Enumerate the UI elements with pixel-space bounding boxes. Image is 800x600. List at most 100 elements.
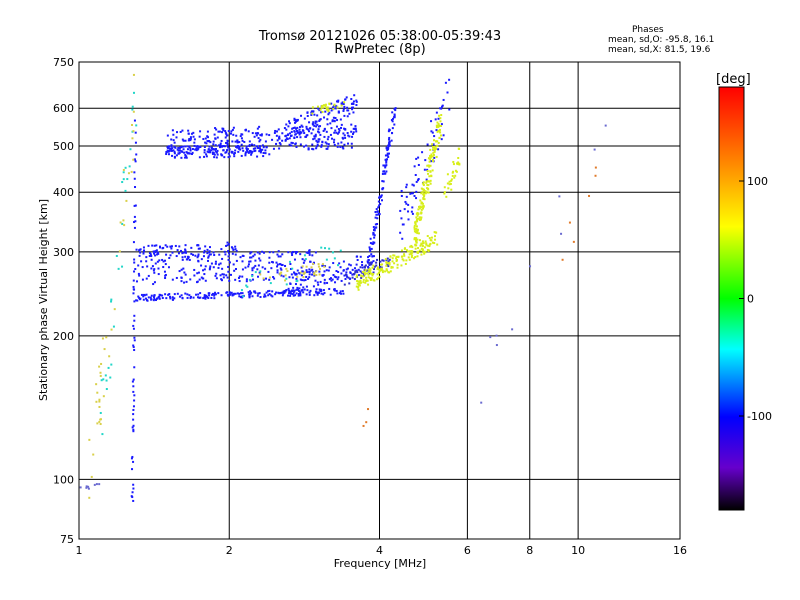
data-point — [428, 165, 431, 168]
data-point — [235, 134, 238, 137]
data-point — [210, 149, 213, 152]
data-point — [281, 132, 284, 135]
data-point — [132, 346, 135, 349]
data-point — [355, 275, 358, 278]
data-point — [429, 154, 432, 157]
data-point — [299, 143, 302, 146]
data-point — [296, 286, 299, 289]
data-point — [239, 148, 242, 151]
data-point — [239, 135, 242, 138]
data-point — [267, 270, 270, 273]
data-point — [204, 297, 207, 300]
data-point — [414, 238, 417, 241]
data-point — [416, 229, 419, 232]
data-point — [110, 328, 113, 331]
data-point — [359, 270, 362, 273]
data-point — [308, 253, 311, 256]
data-point — [316, 114, 319, 117]
data-point — [431, 131, 434, 134]
data-point — [212, 251, 215, 254]
data-point — [393, 123, 396, 126]
data-point — [364, 281, 367, 284]
data-point — [385, 268, 388, 271]
data-point — [150, 294, 153, 297]
data-point — [423, 198, 426, 201]
data-point — [326, 138, 329, 141]
data-point — [294, 283, 297, 286]
data-point — [351, 268, 354, 271]
data-point — [316, 123, 319, 126]
data-point — [185, 151, 188, 154]
data-point — [350, 142, 353, 145]
data-point — [340, 126, 343, 129]
data-point — [393, 262, 396, 265]
data-point — [147, 296, 150, 299]
data-point — [311, 106, 314, 109]
x-tick-label: 10 — [571, 544, 585, 557]
data-point — [145, 293, 148, 296]
data-point — [418, 219, 421, 222]
data-point — [359, 255, 362, 258]
data-point — [216, 149, 219, 152]
data-point — [325, 269, 328, 272]
data-point — [331, 106, 334, 109]
data-point — [300, 274, 303, 277]
data-point — [381, 263, 384, 266]
data-point — [387, 148, 390, 151]
data-point — [344, 277, 347, 280]
data-point — [236, 139, 239, 142]
data-point — [132, 158, 135, 161]
data-point — [162, 266, 165, 269]
data-point — [341, 290, 344, 293]
data-point — [239, 292, 242, 295]
data-point — [200, 264, 203, 267]
data-point — [240, 143, 243, 146]
data-point — [350, 123, 353, 126]
data-point — [88, 496, 91, 499]
data-point — [416, 255, 419, 258]
data-point — [568, 221, 571, 224]
data-point — [171, 129, 174, 132]
data-point — [209, 253, 212, 256]
data-point — [312, 128, 315, 131]
data-point — [293, 136, 296, 139]
data-point — [370, 272, 373, 275]
data-point — [405, 249, 408, 252]
data-point — [230, 246, 233, 249]
data-point — [418, 239, 421, 242]
data-point — [303, 259, 306, 262]
data-point — [241, 260, 244, 263]
data-point — [315, 291, 318, 294]
data-point — [395, 259, 398, 262]
data-point — [233, 292, 236, 295]
data-point — [327, 145, 330, 148]
data-point — [178, 151, 181, 154]
data-point — [215, 151, 218, 154]
data-point — [133, 366, 136, 369]
data-point — [428, 180, 431, 183]
y-axis-label: Stationary phase Virtual Height [km] — [37, 199, 50, 401]
data-point — [303, 132, 306, 135]
data-point — [296, 119, 299, 122]
data-point — [351, 132, 354, 135]
data-point — [134, 268, 137, 271]
data-point — [208, 251, 211, 254]
y-tick-label: 600 — [53, 102, 74, 115]
data-point — [135, 153, 138, 156]
data-point — [431, 155, 434, 158]
data-point — [133, 221, 136, 224]
data-point — [157, 251, 160, 254]
data-point — [277, 128, 280, 131]
data-point — [276, 271, 279, 274]
data-point — [295, 127, 298, 130]
data-point — [150, 298, 153, 301]
data-point — [222, 273, 225, 276]
data-point — [433, 156, 436, 159]
data-point — [350, 130, 353, 133]
data-point — [96, 391, 99, 394]
data-point — [228, 291, 231, 294]
data-point — [131, 137, 134, 140]
data-point — [134, 186, 137, 189]
data-point — [385, 262, 388, 265]
data-point — [181, 129, 184, 132]
